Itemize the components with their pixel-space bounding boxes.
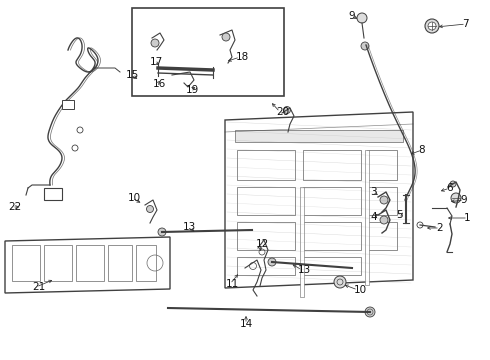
Bar <box>237 187 295 215</box>
Text: 1: 1 <box>464 213 470 223</box>
Text: 22: 22 <box>8 202 21 212</box>
Circle shape <box>158 228 166 236</box>
Text: 16: 16 <box>153 79 166 89</box>
Bar <box>44 188 62 200</box>
Circle shape <box>147 206 153 212</box>
Text: 10: 10 <box>128 193 141 203</box>
Circle shape <box>268 258 276 266</box>
Text: 6: 6 <box>446 183 453 193</box>
Bar <box>237 257 295 275</box>
Circle shape <box>365 307 375 317</box>
Circle shape <box>450 181 456 187</box>
Text: 11: 11 <box>226 279 239 289</box>
Bar <box>303 222 361 250</box>
Text: 9: 9 <box>348 11 355 21</box>
Circle shape <box>334 276 346 288</box>
Circle shape <box>361 42 369 50</box>
Circle shape <box>151 39 159 47</box>
Bar <box>300 187 304 297</box>
Circle shape <box>380 216 388 224</box>
Circle shape <box>451 193 461 203</box>
Bar <box>367 187 397 215</box>
Bar <box>235 130 403 142</box>
Bar <box>136 245 156 281</box>
Text: 2: 2 <box>436 223 442 233</box>
Text: 3: 3 <box>370 187 377 197</box>
Text: 18: 18 <box>236 52 249 62</box>
Bar <box>237 150 295 180</box>
Circle shape <box>284 107 291 113</box>
Bar <box>132 8 284 96</box>
Text: 12: 12 <box>256 239 269 249</box>
Bar <box>365 150 369 285</box>
Bar <box>367 150 397 180</box>
Bar <box>367 222 397 250</box>
Text: 10: 10 <box>354 285 367 295</box>
Text: 5: 5 <box>396 210 403 220</box>
Text: 21: 21 <box>32 282 45 292</box>
Bar <box>303 257 361 275</box>
Bar <box>44 245 72 281</box>
Circle shape <box>428 22 436 30</box>
Circle shape <box>380 196 388 204</box>
Text: 15: 15 <box>126 70 139 80</box>
Circle shape <box>425 19 439 33</box>
Text: 9: 9 <box>460 195 466 205</box>
Text: 17: 17 <box>150 57 163 67</box>
Text: 13: 13 <box>183 222 196 232</box>
Text: 13: 13 <box>298 265 311 275</box>
Bar <box>108 245 132 281</box>
Text: 20: 20 <box>276 107 289 117</box>
Bar <box>303 187 361 215</box>
Text: 14: 14 <box>240 319 253 329</box>
Bar <box>237 222 295 250</box>
Text: 7: 7 <box>462 19 468 29</box>
Circle shape <box>222 33 230 41</box>
Circle shape <box>357 13 367 23</box>
Text: 4: 4 <box>370 212 377 222</box>
Bar <box>12 245 40 281</box>
Bar <box>62 100 74 109</box>
Text: 19: 19 <box>186 85 199 95</box>
Text: 8: 8 <box>418 145 425 155</box>
Bar <box>303 150 361 180</box>
Bar <box>76 245 104 281</box>
